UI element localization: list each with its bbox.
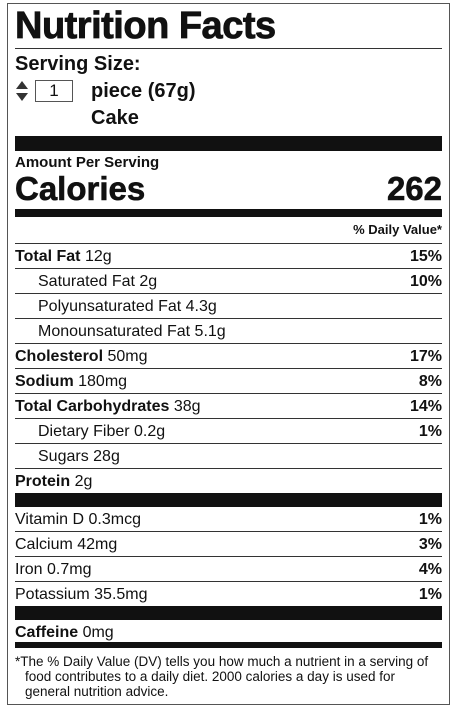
nutrient-amount: 12g	[84, 248, 112, 265]
nutrient-amount: 0mg	[82, 624, 114, 641]
nutrient-name: Calcium	[15, 536, 73, 553]
nutrient-amount: 2g	[74, 473, 93, 490]
nutrient-row: Potassium 35.5mg 1%	[15, 582, 442, 606]
footnote: *The % Daily Value (DV) tells you how mu…	[15, 654, 429, 699]
nutrient-label: Monounsaturated Fat 5.1g	[38, 319, 226, 343]
nutrient-label: Vitamin D 0.3mcg	[15, 507, 141, 531]
thick-bar	[15, 642, 442, 648]
thick-bar	[15, 606, 442, 620]
quantity-input[interactable]: 1	[35, 80, 73, 102]
nutrient-label: Saturated Fat 2g	[38, 269, 157, 293]
nutrient-name: Potassium	[15, 586, 90, 603]
nutrient-row: Calcium 42mg 3%	[15, 532, 442, 557]
daily-value: 8%	[418, 373, 442, 390]
calories-row: Calories 262	[15, 170, 443, 207]
nutrient-label: Protein 2g	[15, 469, 92, 493]
nutrient-row: Sodium 180mg 8%	[15, 369, 442, 394]
serving-label: Serving Size:	[15, 53, 141, 75]
daily-value: 1%	[418, 586, 442, 603]
daily-value: 1%	[418, 511, 442, 528]
title: Nutrition Facts	[15, 5, 277, 48]
nutrient-name: Saturated Fat	[38, 273, 135, 290]
nutrient-name: Protein	[15, 473, 71, 490]
food-name: Cake	[91, 107, 139, 129]
nutrient-name: Monounsaturated Fat	[38, 323, 191, 340]
nutrient-label: Iron 0.7mg	[15, 557, 92, 581]
nutrient-label: Sodium 180mg	[15, 369, 127, 393]
nutrient-row: Protein 2g	[15, 469, 442, 493]
caffeine-row: Caffeine 0mg	[15, 620, 442, 642]
nutrient-name: Cholesterol	[15, 348, 104, 365]
nutrient-label: Total Carbohydrates 38g	[15, 394, 201, 418]
nutrient-row: Polyunsaturated Fat 4.3g	[15, 294, 442, 319]
nutrient-row: Iron 0.7mg 4%	[15, 557, 442, 582]
nutrient-list: Total Fat 12g 15% Saturated Fat 2g 10% Polyu…	[15, 244, 442, 493]
thick-bar	[15, 493, 442, 507]
nutrient-amount: 50mg	[107, 348, 148, 365]
nutrient-name: Sodium	[15, 373, 74, 390]
calories-label: Calories	[15, 170, 146, 207]
nutrient-amount: 28g	[93, 448, 120, 465]
nutrient-amount: 5.1g	[194, 323, 226, 340]
nutrient-label: Calcium 42mg	[15, 532, 117, 556]
serving-row: 1 piece (67g)	[15, 77, 442, 105]
nutrient-amount: 0.7mg	[47, 561, 92, 578]
amount-per-serving: Amount Per Serving	[15, 154, 160, 171]
stepper[interactable]	[15, 80, 29, 102]
thick-bar	[15, 209, 442, 217]
dv-header: % Daily Value*	[15, 217, 442, 244]
nutrient-name: Caffeine	[15, 624, 79, 641]
nutrient-name: Sugars	[38, 448, 89, 465]
nutrient-row: Saturated Fat 2g 10%	[15, 269, 442, 294]
daily-value: 15%	[409, 248, 442, 265]
nutrient-amount: 4.3g	[185, 298, 217, 315]
nutrient-amount: 0.2g	[134, 423, 166, 440]
nutrient-amount: 2g	[139, 273, 158, 290]
nutrient-amount: 0.3mcg	[88, 511, 141, 528]
nutrient-amount: 42mg	[77, 536, 118, 553]
nutrient-name: Total Fat	[15, 248, 81, 265]
nutrient-row: Total Carbohydrates 38g 14%	[15, 394, 442, 419]
nutrient-row: Total Fat 12g 15%	[15, 244, 442, 269]
nutrient-row: Dietary Fiber 0.2g 1%	[15, 419, 442, 444]
nutrient-label: Dietary Fiber 0.2g	[38, 419, 165, 443]
nutrient-label: Sugars 28g	[38, 444, 120, 468]
divider	[15, 48, 442, 49]
nutrient-label: Cholesterol 50mg	[15, 344, 148, 368]
calories-value: 262	[386, 170, 443, 207]
daily-value: 1%	[418, 423, 442, 440]
nutrient-label: Polyunsaturated Fat 4.3g	[38, 294, 217, 318]
nutrient-name: Polyunsaturated Fat	[38, 298, 182, 315]
nutrient-name: Total Carbohydrates	[15, 398, 170, 415]
nutrient-name: Iron	[15, 561, 43, 578]
daily-value: 17%	[409, 348, 442, 365]
daily-value: 10%	[409, 273, 442, 290]
nutrient-amount: 38g	[173, 398, 201, 415]
thick-bar	[15, 136, 442, 151]
nutrient-name: Dietary Fiber	[38, 423, 130, 440]
vitamin-list: Vitamin D 0.3mcg 1% Calcium 42mg 3% Iron 0.7…	[15, 507, 442, 606]
daily-value: 4%	[418, 561, 442, 578]
nutrient-row: Cholesterol 50mg 17%	[15, 344, 442, 369]
daily-value: 3%	[418, 536, 442, 553]
daily-value: 14%	[409, 398, 442, 415]
serving-unit: piece (67g)	[91, 79, 196, 102]
nutrient-label: Potassium 35.5mg	[15, 582, 148, 606]
nutrient-label: Total Fat 12g	[15, 244, 112, 268]
nutrient-name: Vitamin D	[15, 511, 85, 528]
nutrient-amount: 35.5mg	[94, 586, 148, 603]
nutrient-row: Monounsaturated Fat 5.1g	[15, 319, 442, 344]
nutrition-label: Nutrition Facts Serving Size: 1 piece (6…	[7, 3, 450, 705]
nutrient-row: Sugars 28g	[15, 444, 442, 469]
nutrient-amount: 180mg	[78, 373, 128, 390]
nutrient-row: Vitamin D 0.3mcg 1%	[15, 507, 442, 532]
